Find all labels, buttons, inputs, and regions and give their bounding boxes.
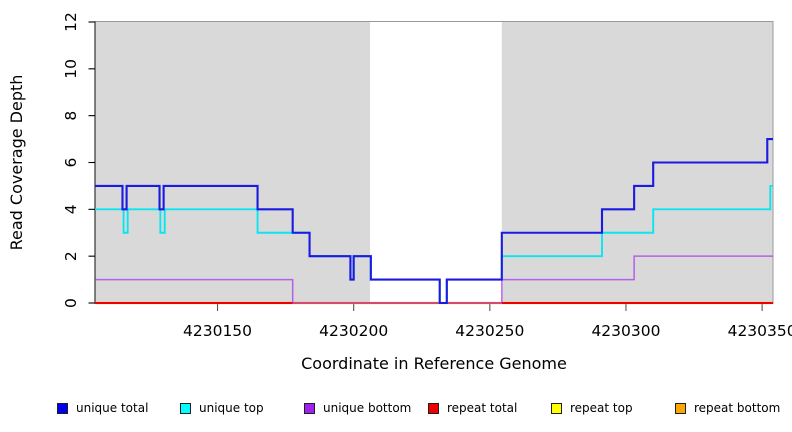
legend-swatch-unique-top <box>180 402 191 414</box>
legend-swatch-repeat-bottom <box>675 402 686 414</box>
legend-label-repeat-total: repeat total <box>447 401 518 415</box>
y-tick-label: 8 <box>62 111 80 121</box>
legend-label-repeat-top: repeat top <box>570 401 633 415</box>
x-tick-label: 4230250 <box>455 322 524 340</box>
y-tick-label: 4 <box>62 204 80 214</box>
series-line-unique-total <box>95 138 773 305</box>
legend-label-unique-total: unique total <box>76 401 149 415</box>
x-axis-title: Coordinate in Reference Genome <box>301 354 567 373</box>
y-tick-label: 6 <box>62 158 80 168</box>
legend-swatch-repeat-total <box>428 402 439 414</box>
coverage-chart: 0 2 4 6 8 10 12 4230150 4230200 4230250 4230300 423… <box>7 12 792 373</box>
legend-label-unique-top: unique top <box>199 401 264 415</box>
x-tick-label: 4230300 <box>591 322 660 340</box>
y-tick-label: 0 <box>62 298 80 308</box>
legend-item-unique-bottom: unique bottom <box>304 401 411 415</box>
legend-label-repeat-bottom: repeat bottom <box>694 401 781 415</box>
left-shaded-region <box>95 22 371 303</box>
legend-label-unique-bottom: unique bottom <box>323 401 412 415</box>
legend-swatch-repeat-top <box>551 402 562 414</box>
x-tick-label: 4230350 <box>728 322 792 340</box>
legend-item-unique-top: unique top <box>180 401 264 415</box>
y-tick-label: 10 <box>62 59 80 79</box>
legend-item-repeat-bottom: repeat bottom <box>675 401 780 415</box>
y-tick-label: 12 <box>62 12 80 32</box>
chart-legend: unique total unique top unique bottom re… <box>0 401 792 419</box>
series-line-unique-bottom <box>95 255 773 304</box>
x-tick-label: 4230150 <box>183 322 252 340</box>
legend-item-unique-total: unique total <box>57 401 148 415</box>
legend-swatch-unique-total <box>57 402 68 414</box>
legend-item-repeat-total: repeat total <box>428 401 517 415</box>
y-axis-title: Read Coverage Depth <box>7 75 26 251</box>
y-tick-label: 2 <box>62 251 80 261</box>
x-tick-label: 4230200 <box>319 322 388 340</box>
legend-item-repeat-top: repeat top <box>551 401 633 415</box>
legend-swatch-unique-bottom <box>304 402 315 414</box>
